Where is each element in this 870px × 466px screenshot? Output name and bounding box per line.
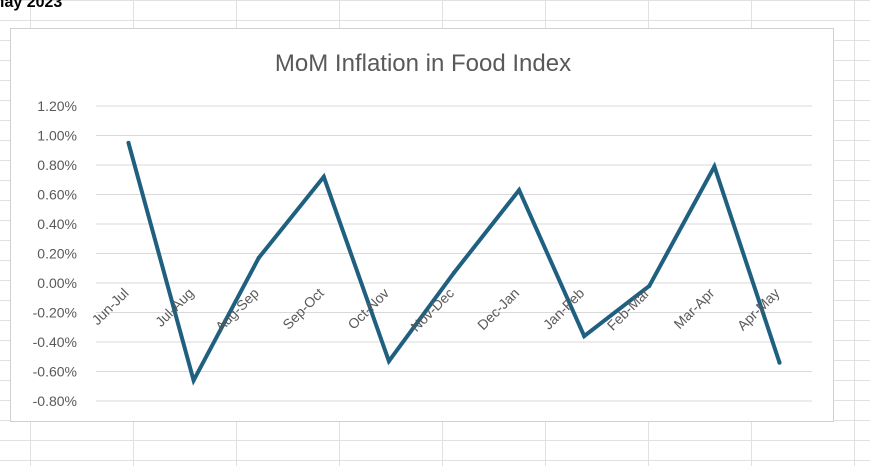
data-point: [256, 255, 261, 260]
x-tick-label: Aug-Sep: [212, 285, 262, 335]
y-tick-label: 1.00%: [37, 128, 77, 144]
x-tick-label: Sep-Oct: [279, 285, 327, 333]
x-tick-label: Jun-Jul: [88, 285, 131, 328]
data-point: [777, 360, 782, 365]
chart-title: MoM Inflation in Food Index: [275, 50, 571, 77]
y-tick-label: 1.20%: [37, 98, 77, 114]
series-line: [126, 140, 782, 386]
y-axis-tick-labels: 1.20% 1.00% 0.80% 0.60% 0.40% 0.20% 0.00% -0.20…: [33, 98, 77, 409]
data-point: [126, 140, 131, 145]
x-tick-label: Jul-Aug: [152, 285, 197, 330]
x-tick-label: Dec-Jan: [474, 285, 522, 333]
data-point: [582, 334, 587, 339]
data-point: [452, 270, 456, 275]
data-point: [647, 283, 652, 288]
cell-text: lay 2023: [0, 0, 63, 11]
data-point: [386, 359, 391, 364]
data-point: [517, 188, 522, 193]
x-tick-label: Apr-May: [734, 285, 783, 334]
data-point: [712, 164, 717, 169]
y-tick-label: 0.80%: [37, 157, 77, 173]
series-line-layer: [126, 140, 782, 386]
x-tick-label: Feb-Mar: [604, 285, 653, 334]
y-tick-label: -0.20%: [33, 305, 77, 321]
chart-area[interactable]: [10, 28, 834, 422]
data-point: [321, 174, 326, 179]
gridlines: [96, 105, 812, 402]
y-tick-label: 0.20%: [37, 246, 77, 262]
x-axis-tick-labels: Jun-Jul Jul-Aug Aug-Sep Sep-Oct Oct-Nov Nov-D…: [88, 285, 782, 335]
y-tick-label: -0.60%: [33, 364, 77, 380]
data-point: [191, 378, 196, 383]
x-tick-label: Oct-Nov: [344, 285, 392, 333]
x-tick-label: Mar-Apr: [670, 285, 717, 332]
y-tick-label: 0.40%: [37, 216, 77, 232]
y-tick-label: -0.40%: [33, 334, 77, 350]
y-tick-label: -0.80%: [33, 393, 77, 409]
y-tick-label: 0.60%: [37, 187, 77, 203]
y-tick-label: 0.00%: [37, 275, 77, 291]
x-tick-label: Nov-Dec: [407, 285, 457, 335]
